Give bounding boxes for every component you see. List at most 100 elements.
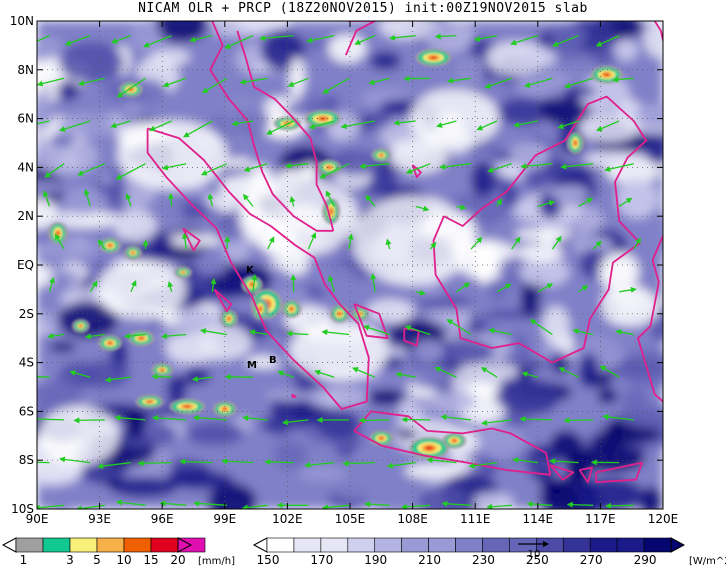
wind-vector xyxy=(89,280,98,293)
city-markers: K M B xyxy=(246,265,277,371)
wind-vector xyxy=(325,190,335,207)
wind-vector xyxy=(354,35,376,45)
precip-unit: [mm/h] xyxy=(198,556,235,567)
wind-vector xyxy=(37,35,50,42)
wind-vector xyxy=(563,417,594,424)
wind-vector xyxy=(242,193,254,207)
wind-vector xyxy=(447,77,472,84)
wind-vector xyxy=(267,236,275,250)
lon-tick-label: 108E xyxy=(397,512,428,526)
lat-tick-label: 10N xyxy=(10,14,34,28)
wind-vector xyxy=(441,500,472,507)
precip-color-swatch xyxy=(96,537,125,553)
olr-color-swatch xyxy=(266,537,295,553)
wind-vector xyxy=(114,414,146,421)
lat-tick-label: 4N xyxy=(17,160,34,174)
wind-vector xyxy=(224,35,254,49)
city-marker-k: K xyxy=(246,265,255,276)
olr-tick-label: 150 xyxy=(257,553,280,567)
wind-vector xyxy=(599,365,620,378)
wind-vector xyxy=(363,324,390,336)
wind-vector xyxy=(221,458,254,465)
wind-vector xyxy=(566,501,594,508)
lon-tick-label: 117E xyxy=(585,512,616,526)
wind-vector xyxy=(285,162,309,169)
wind-vector xyxy=(322,77,350,94)
wind-vector xyxy=(480,367,498,378)
wind-vector xyxy=(520,163,553,170)
wind-vector xyxy=(415,205,430,212)
wind-vector xyxy=(306,34,335,44)
wind-vector xyxy=(307,232,317,250)
wind-vector xyxy=(434,33,457,40)
wind-vector xyxy=(578,285,589,293)
lat-tick-label: 6N xyxy=(17,112,34,126)
wind-vector xyxy=(97,461,131,470)
wind-vector xyxy=(358,417,390,424)
wind-vector xyxy=(395,371,416,378)
wind-vector xyxy=(510,34,538,46)
wind-vector xyxy=(328,275,335,292)
wind-vector xyxy=(592,240,602,250)
wind-vector xyxy=(239,77,268,85)
lon-tick-label: 120E xyxy=(648,512,679,526)
coastline-segment xyxy=(353,410,552,476)
wind-vector xyxy=(143,34,172,48)
wind-vector xyxy=(615,329,634,336)
wind-vector xyxy=(37,504,65,509)
lat-tick-label: 2N xyxy=(17,209,34,223)
wind-vector xyxy=(359,163,390,170)
wind-vector xyxy=(290,274,297,292)
wind-vector xyxy=(183,120,213,138)
wind-vector xyxy=(446,319,472,336)
precip-color-swatch xyxy=(69,537,98,553)
wind-vector xyxy=(481,419,512,426)
wind-vector xyxy=(266,120,294,135)
coastline-segment xyxy=(291,393,297,398)
wind-vector xyxy=(572,328,594,336)
wind-vector xyxy=(243,163,268,172)
wind-vector xyxy=(473,34,498,42)
wind-vector xyxy=(44,163,65,178)
wind-vector xyxy=(365,194,376,207)
wind-vector xyxy=(496,198,503,207)
wind-vector xyxy=(352,367,376,378)
coastline-segment xyxy=(236,30,335,232)
wind-vector xyxy=(289,196,296,207)
wind-vector xyxy=(551,34,579,47)
wind-vector xyxy=(259,34,294,42)
wind-vector xyxy=(210,278,217,292)
wind-vector xyxy=(281,419,309,426)
wind-vector xyxy=(159,500,187,507)
precip-tick-label: 1 xyxy=(20,553,28,567)
wind-vector xyxy=(496,283,512,293)
wind-vector xyxy=(347,233,354,250)
colorbar-arrow-left xyxy=(1,537,17,553)
coastline-segment xyxy=(637,235,663,403)
wind-vector xyxy=(537,200,556,208)
wind-vector xyxy=(558,367,579,378)
city-marker-m: M xyxy=(247,360,257,371)
colorbar-arrow-right xyxy=(670,537,686,553)
wind-vector xyxy=(167,281,174,292)
wind-vector xyxy=(137,460,172,467)
wind-vector xyxy=(148,120,172,132)
olr-tick-label: 290 xyxy=(634,553,657,567)
wind-vector xyxy=(440,414,472,421)
wind-vector xyxy=(43,190,51,207)
lon-tick-label: 102E xyxy=(272,512,303,526)
wind-vector xyxy=(526,501,553,508)
wind-vector xyxy=(125,193,132,207)
wind-vector xyxy=(385,238,392,250)
wind-vector xyxy=(249,329,268,336)
precip-tick-label: 3 xyxy=(66,553,74,567)
wind-vector xyxy=(476,120,498,131)
coastline-segment xyxy=(403,327,420,347)
wind-vector xyxy=(251,274,258,292)
lat-tick-label: 10S xyxy=(11,502,34,516)
coastline-segment xyxy=(209,21,334,232)
wind-vector xyxy=(389,34,416,41)
coastline-segment xyxy=(344,21,376,56)
wind-vectors xyxy=(37,33,641,509)
wind-vector xyxy=(521,371,538,378)
